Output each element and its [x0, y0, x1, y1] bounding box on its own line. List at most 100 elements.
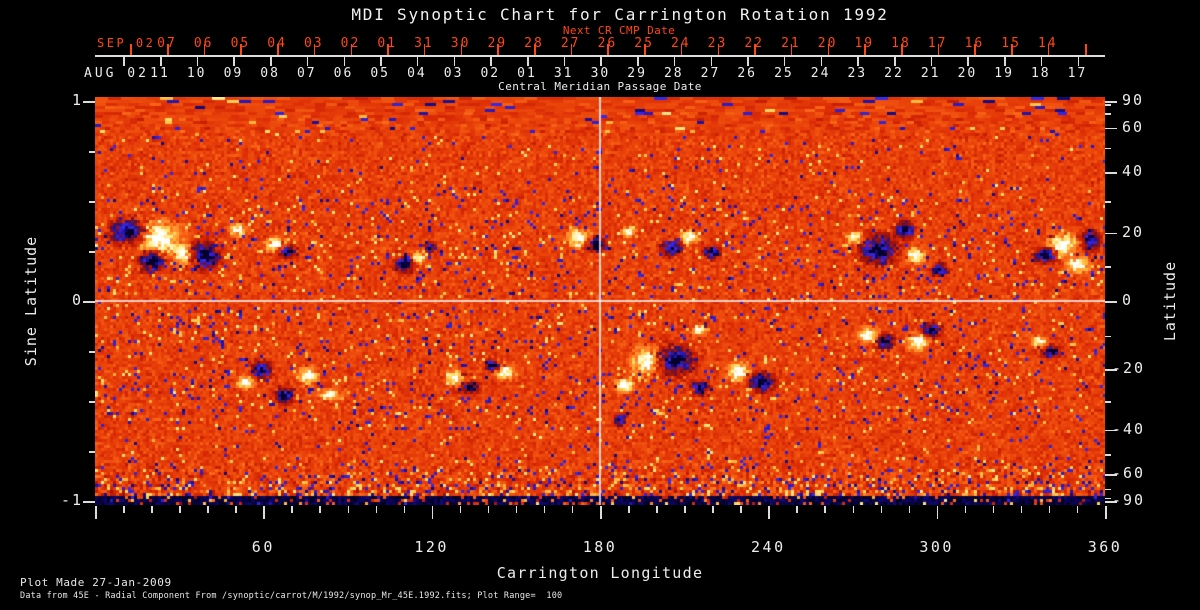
cmp-tick-red: [680, 44, 683, 55]
cmp-tick-red: [570, 44, 573, 55]
sine-latitude-label: 1: [71, 91, 83, 109]
cmp-tick-white: [967, 56, 969, 66]
longitude-tick: [431, 506, 434, 519]
longitude-tick: [95, 506, 97, 519]
longitude-tick: [656, 506, 658, 513]
cmp-tick-white: [1040, 56, 1043, 66]
latitude-tick: [1105, 429, 1117, 432]
longitude-tick: [179, 506, 181, 513]
next-cr-date-label: 25: [634, 36, 654, 51]
latitude-tick: [1105, 172, 1117, 174]
cmp-date-label: 21: [920, 66, 941, 81]
latitude-tick: [1105, 104, 1111, 106]
bottom-axis-title: Carrington Longitude: [496, 564, 704, 582]
cmp-tick-red: [1047, 44, 1050, 55]
latitude-tick: [1105, 147, 1111, 150]
cmp-date-label: 17: [1067, 66, 1088, 81]
cmp-tick-red: [387, 44, 389, 55]
cmp-date-label: 03: [443, 66, 464, 81]
cmp-date-label: 30: [590, 66, 611, 81]
cmp-date-label: 05: [370, 66, 391, 81]
cmp-tick-white: [196, 56, 199, 66]
longitude-tick: [936, 506, 939, 519]
latitude-tick: [1105, 454, 1111, 456]
longitude-label: 240: [751, 538, 786, 556]
next-cr-date-label: 05: [230, 36, 251, 51]
latitude-label: -90: [1112, 491, 1146, 509]
next-cr-date-label: 21: [781, 36, 801, 51]
longitude-tick: [375, 506, 378, 513]
cmp-tick-red: [460, 44, 463, 55]
latitude-label: 90: [1122, 91, 1145, 109]
cmp-tick-red: [240, 44, 242, 55]
cmp-tick-white: [894, 56, 896, 66]
longitude-tick: [880, 506, 883, 513]
cmp-tick-white: [306, 56, 309, 66]
next-cr-date-label: 22: [744, 36, 765, 51]
longitude-tick: [684, 506, 686, 513]
cmp-tick-white: [857, 56, 859, 66]
cmp-date-axis-title: Central Meridian Passage Date: [498, 80, 702, 93]
cmp-tick-white: [637, 56, 639, 66]
longitude-tick: [151, 506, 153, 513]
next-cr-date-label: 03: [303, 36, 324, 51]
cmp-tick-red: [130, 44, 132, 55]
cmp-tick-red: [974, 44, 976, 55]
latitude-tick: [1105, 266, 1111, 268]
next-cr-date-label: 27: [560, 36, 581, 51]
sine-latitude-tick: [89, 351, 95, 353]
next-cr-date-label: 26: [597, 36, 618, 51]
plot-made-note: Plot Made 27-Jan-2009: [20, 576, 172, 589]
latitude-tick: [1105, 201, 1111, 203]
cmp-tick-white: [783, 56, 786, 66]
cmp-tick-white: [270, 56, 272, 66]
cmp-tick-red: [1085, 44, 1087, 55]
latitude-tick: [1105, 488, 1111, 491]
longitude-tick: [263, 506, 265, 519]
longitude-tick: [1048, 506, 1051, 513]
cmp-tick-white: [820, 56, 823, 66]
longitude-tick: [1105, 506, 1107, 519]
cmp-date-label: 18: [1030, 66, 1051, 81]
cmp-date-label: 29: [627, 66, 647, 81]
next-cr-date-label: 17: [927, 36, 948, 51]
sine-latitude-tick: [83, 501, 95, 503]
next-cr-month-year-label: SEP 02: [97, 36, 156, 50]
cmp-date-label: 06: [333, 66, 354, 81]
longitude-tick: [235, 506, 237, 513]
longitude-tick: [992, 506, 995, 513]
cmp-date-label: 07: [296, 66, 317, 81]
next-cr-date-label: 29: [487, 36, 508, 51]
cmp-tick-red: [423, 44, 426, 55]
cmp-tick-white: [380, 56, 382, 66]
cmp-date-axis-line: [95, 55, 1105, 57]
cmp-date-label: 25: [774, 66, 794, 81]
longitude-tick: [600, 506, 602, 519]
latitude-label: 40: [1122, 162, 1145, 181]
cmp-tick-red: [827, 44, 830, 55]
longitude-tick: [1076, 506, 1079, 513]
latitude-tick: [1105, 501, 1117, 503]
cmp-tick-white: [490, 56, 492, 66]
latitude-tick: [1105, 232, 1117, 235]
next-cr-date-label: 28: [524, 36, 544, 51]
sine-latitude-tick: [89, 151, 95, 153]
longitude-tick: [796, 506, 798, 513]
next-cr-date-label: 23: [707, 36, 728, 51]
longitude-tick: [1020, 506, 1023, 513]
latitude-label: 20: [1122, 222, 1145, 241]
next-cr-cmp-date-label: Next CR CMP Date: [562, 24, 676, 37]
cmp-tick-white: [710, 56, 712, 66]
data-source-note: Data from 45E - Radial Component From /s…: [20, 591, 563, 601]
latitude-label: -20: [1112, 359, 1146, 378]
latitude-tick: [1105, 301, 1117, 303]
latitude-tick: [1105, 401, 1111, 403]
longitude-tick: [291, 506, 293, 513]
cmp-tick-white: [600, 56, 602, 66]
sine-latitude-tick: [83, 301, 95, 303]
next-cr-date-label: 04: [267, 36, 287, 51]
longitude-tick: [459, 506, 462, 513]
longitude-tick: [740, 506, 742, 513]
next-cr-date-label: 14: [1037, 36, 1058, 51]
next-cr-date-label: 20: [817, 36, 838, 51]
